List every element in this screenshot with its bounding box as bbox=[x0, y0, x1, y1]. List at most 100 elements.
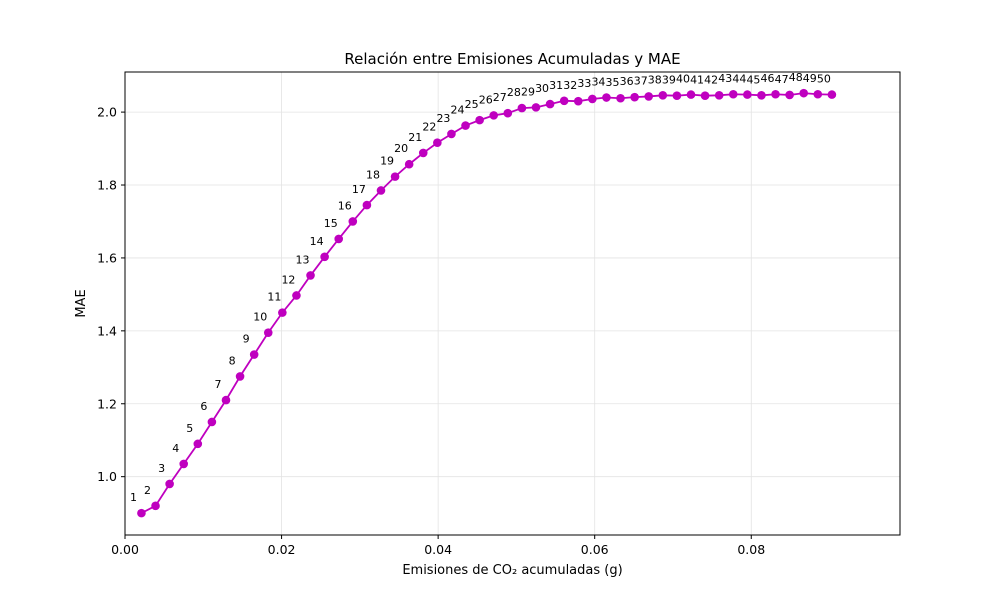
x-axis-label: Emisiones de CO₂ acumuladas (g) bbox=[402, 563, 622, 578]
point-label: 34 bbox=[591, 76, 605, 89]
point-label: 28 bbox=[507, 86, 521, 99]
data-point bbox=[475, 115, 484, 125]
data-point bbox=[728, 89, 738, 99]
point-label: 15 bbox=[324, 217, 338, 230]
point-label: 30 bbox=[535, 82, 549, 95]
point-label: 40 bbox=[676, 73, 690, 86]
point-label: 6 bbox=[200, 400, 207, 413]
data-point bbox=[771, 89, 780, 99]
grid-lines bbox=[124, 72, 900, 535]
plot-frame bbox=[124, 71, 901, 536]
point-label: 19 bbox=[380, 155, 394, 168]
point-label: 11 bbox=[267, 291, 281, 304]
point-label: 33 bbox=[577, 77, 591, 90]
data-point bbox=[235, 372, 245, 381]
data-point bbox=[531, 103, 541, 112]
data-point bbox=[221, 395, 231, 405]
point-label: 50 bbox=[817, 73, 831, 86]
point-label: 20 bbox=[394, 142, 408, 155]
point-label: 41 bbox=[690, 74, 704, 87]
data-point bbox=[433, 138, 442, 148]
data-point bbox=[193, 439, 203, 449]
point-label: 35 bbox=[606, 76, 620, 89]
point-label: 2 bbox=[144, 484, 151, 497]
point-label: 4 bbox=[172, 442, 179, 455]
data-point bbox=[362, 200, 372, 210]
point-label: 38 bbox=[648, 73, 662, 86]
data-point bbox=[249, 350, 259, 359]
point-label: 8 bbox=[229, 354, 236, 367]
data-point bbox=[757, 91, 766, 100]
x-tick-label: 0.06 bbox=[581, 542, 609, 557]
point-label: 5 bbox=[186, 422, 193, 435]
point-label: 46 bbox=[761, 72, 775, 85]
data-point bbox=[489, 111, 499, 120]
y-tick-label: 1.2 bbox=[97, 396, 117, 411]
point-label: 48 bbox=[789, 71, 803, 84]
data-point bbox=[306, 271, 315, 280]
point-label: 39 bbox=[662, 74, 676, 87]
data-point bbox=[447, 129, 456, 139]
point-label: 31 bbox=[549, 79, 563, 92]
plot-area bbox=[125, 72, 900, 535]
data-point bbox=[461, 121, 470, 130]
data-point bbox=[686, 90, 696, 99]
data-point bbox=[517, 103, 527, 113]
y-tick-label: 1.8 bbox=[97, 178, 117, 193]
data-point bbox=[137, 508, 146, 518]
x-tick-label: 0.04 bbox=[424, 542, 452, 557]
data-point bbox=[573, 96, 583, 106]
point-label: 45 bbox=[746, 73, 760, 86]
y-tick-label: 1.0 bbox=[97, 469, 117, 484]
data-point bbox=[743, 90, 752, 99]
data-point bbox=[320, 252, 329, 262]
x-tick-label: 0.08 bbox=[737, 542, 765, 557]
y-tick-label: 2.0 bbox=[97, 105, 117, 120]
point-label: 10 bbox=[253, 311, 267, 324]
x-axis-ticks: 0.00 0.02 0.04 0.06 0.08 bbox=[111, 535, 765, 557]
data-point bbox=[151, 501, 160, 511]
data-point bbox=[165, 479, 174, 489]
data-point bbox=[559, 96, 569, 106]
y-axis-label: MAE bbox=[74, 289, 89, 317]
point-label: 13 bbox=[296, 253, 310, 266]
point-label: 29 bbox=[521, 85, 535, 98]
data-point bbox=[827, 90, 837, 99]
data-point bbox=[644, 92, 654, 101]
data-point bbox=[588, 94, 597, 104]
point-label: 22 bbox=[422, 121, 436, 134]
data-point bbox=[404, 159, 414, 169]
point-label: 47 bbox=[775, 73, 789, 86]
data-point bbox=[616, 93, 625, 103]
point-label: 16 bbox=[338, 199, 352, 212]
point-label: 23 bbox=[436, 112, 450, 125]
point-label: 18 bbox=[366, 168, 380, 181]
point-label: 14 bbox=[310, 235, 324, 248]
y-tick-label: 1.4 bbox=[97, 323, 117, 338]
data-point bbox=[179, 459, 189, 469]
point-label: 44 bbox=[732, 73, 746, 86]
data-point bbox=[545, 99, 555, 109]
data-point bbox=[207, 417, 217, 427]
x-tick-label: 0.02 bbox=[268, 542, 296, 557]
data-point bbox=[785, 90, 794, 100]
data-point bbox=[813, 89, 823, 99]
point-label: 25 bbox=[465, 98, 479, 111]
data-point bbox=[700, 91, 710, 100]
data-point bbox=[714, 91, 724, 100]
point-label: 27 bbox=[493, 91, 507, 104]
data-points bbox=[137, 88, 837, 518]
point-label: 36 bbox=[620, 75, 634, 88]
point-label: 32 bbox=[563, 79, 577, 92]
point-label: 26 bbox=[479, 93, 493, 106]
data-point bbox=[376, 186, 386, 195]
data-point bbox=[334, 234, 344, 244]
data-point bbox=[503, 108, 513, 118]
point-label: 1 bbox=[130, 491, 137, 504]
point-label: 3 bbox=[158, 462, 165, 475]
point-label: 7 bbox=[214, 378, 221, 391]
data-point bbox=[602, 93, 611, 102]
data-point bbox=[390, 172, 400, 181]
